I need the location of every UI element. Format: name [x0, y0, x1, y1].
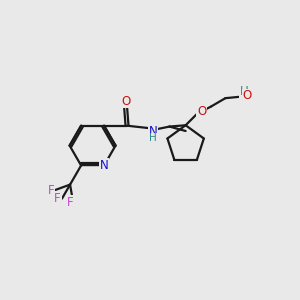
Text: H: H [240, 85, 249, 98]
Text: O: O [243, 89, 252, 102]
Text: N: N [149, 125, 158, 138]
Text: F: F [54, 192, 61, 205]
Text: N: N [100, 159, 108, 172]
Text: F: F [67, 196, 74, 208]
Text: O: O [197, 105, 206, 118]
Text: F: F [48, 184, 55, 196]
Text: H: H [149, 134, 157, 143]
Text: O: O [121, 95, 130, 108]
